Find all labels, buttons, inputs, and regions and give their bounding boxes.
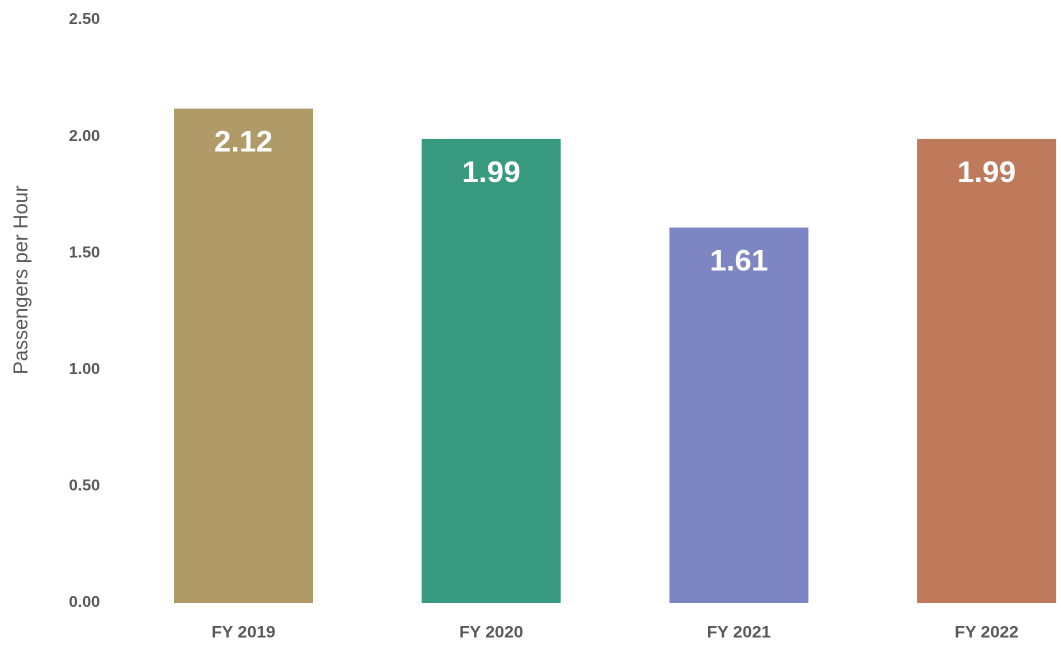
- y-tick-label: 2.50: [69, 11, 100, 28]
- bar: [917, 138, 1057, 603]
- y-tick-label: 1.50: [69, 244, 100, 261]
- y-tick-label: 1.00: [69, 361, 100, 378]
- data-label: 1.99: [957, 156, 1015, 189]
- bar: [174, 108, 313, 603]
- bar: [669, 227, 809, 603]
- data-label: 2.12: [214, 126, 272, 159]
- x-tick-label: FY 2021: [707, 622, 771, 641]
- bar: [421, 138, 561, 603]
- x-tick-label: FY 2020: [459, 622, 523, 641]
- y-tick-label: 0.50: [69, 478, 100, 495]
- y-tick-label: 0.00: [69, 594, 100, 611]
- y-tick-label: 2.00: [69, 128, 100, 145]
- x-tick-label: FY 2019: [212, 622, 276, 641]
- data-label: 1.99: [462, 156, 520, 189]
- y-axis-label: Passengers per Hour: [10, 185, 32, 374]
- x-tick-label: FY 2022: [955, 622, 1019, 641]
- data-label: 1.61: [710, 244, 768, 277]
